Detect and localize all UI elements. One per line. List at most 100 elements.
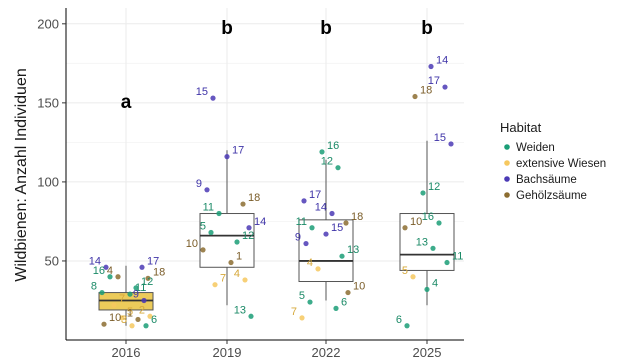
data-point: 18 [145, 266, 165, 281]
point-marker [428, 63, 434, 70]
data-point: 13 [339, 244, 359, 259]
group-letter-2022: b [320, 18, 332, 39]
y-tick-label: 50 [45, 253, 59, 268]
point-marker [133, 285, 139, 291]
data-point: 17 [139, 255, 159, 270]
point-marker [240, 201, 246, 207]
point-marker [101, 321, 107, 327]
box-iqr [298, 219, 354, 283]
point-marker [204, 187, 210, 193]
point-label: 12 [321, 156, 333, 168]
box-2022 [298, 159, 354, 301]
point-marker [303, 240, 309, 247]
point-label: 12 [141, 276, 153, 288]
data-point: 9 [295, 232, 309, 247]
legend-swatch [504, 160, 510, 166]
point-marker [444, 259, 450, 266]
legend-label: Bachsäume [516, 174, 577, 186]
point-label: 10 [186, 238, 198, 250]
point-label: 5 [299, 290, 305, 302]
legend-swatch [504, 176, 510, 182]
boxes [98, 140, 455, 326]
point-label: 15 [196, 86, 208, 98]
point-marker [127, 291, 133, 297]
point-label: 5 [127, 306, 133, 318]
data-point: 18 [240, 192, 260, 207]
data-point: 9 [133, 288, 147, 304]
point-marker [301, 198, 307, 204]
point-label: 15 [331, 222, 343, 234]
data-point: 10 [186, 238, 206, 253]
point-label: 13 [234, 304, 246, 316]
data-point: 11 [203, 202, 222, 217]
legend-title: Habitat [500, 120, 542, 135]
point-label: 3 [121, 314, 127, 326]
point-marker [145, 275, 151, 281]
data-point: 5 [299, 290, 313, 305]
point-label: 16 [93, 265, 105, 277]
data-point: 6 [333, 296, 347, 311]
y-axis-label: Wildbienen: Anzahl Individuen [13, 68, 30, 281]
point-marker [424, 286, 430, 293]
point-marker [329, 210, 335, 217]
point-label: 4 [107, 265, 113, 277]
data-point: 14 [315, 202, 335, 217]
legend-label: extensive Wiesen [516, 158, 606, 170]
data-point: 14 [89, 255, 109, 270]
point-marker [343, 220, 349, 226]
data-point: 12 [321, 156, 341, 171]
data-point: 12 [420, 181, 440, 196]
point-label: 10 [109, 312, 121, 324]
point-label: 18 [248, 192, 260, 204]
point-marker [442, 84, 448, 90]
data-point: 16 [93, 265, 113, 280]
data-point: 4 [307, 257, 321, 272]
group-letter-2019: b [221, 18, 233, 39]
data-point: 4 [234, 268, 248, 283]
point-marker [430, 245, 436, 251]
data-point: 10 [101, 312, 121, 327]
data-point: 9 [196, 178, 210, 193]
group-letter-2016: a [121, 92, 132, 113]
point-label: 14 [315, 202, 327, 214]
point-label: 12 [428, 181, 440, 193]
legend-item: extensive Wiesen [504, 158, 606, 170]
point-marker [307, 299, 313, 305]
data-point: 7 [111, 293, 125, 308]
point-label: 12 [242, 230, 254, 242]
group-letter-2025: b [421, 18, 433, 39]
point-marker [210, 95, 216, 101]
data-point: 14 [246, 216, 266, 231]
point-marker [404, 323, 410, 329]
point-marker [115, 274, 121, 280]
point-marker [410, 274, 416, 280]
point-label: 17 [428, 75, 440, 87]
point-marker [212, 282, 218, 288]
point-label: 4 [234, 268, 240, 280]
point-label: 2 [139, 304, 145, 316]
point-marker [323, 231, 329, 237]
point-marker [315, 266, 321, 272]
x-tick-label: 2019 [213, 345, 242, 357]
data-point: 12 [133, 276, 153, 291]
point-label: 11 [452, 251, 463, 263]
data-point: 15 [323, 222, 343, 237]
data-point: 16 [422, 211, 442, 226]
point-label: 14 [89, 255, 101, 267]
point-label: 1 [236, 251, 242, 263]
data-point: 17 [428, 75, 448, 90]
box-iqr [199, 213, 255, 268]
data-point: 1 [228, 251, 242, 266]
point-marker [299, 315, 305, 321]
point-label: 5 [402, 265, 408, 277]
point-label: 16 [422, 211, 434, 223]
data-point: 16 [319, 140, 339, 155]
x-tick-label: 2016 [112, 345, 141, 357]
point-marker [335, 165, 341, 171]
data-point: 3 [121, 314, 135, 329]
point-label: 14 [254, 216, 266, 228]
point-label: 4 [307, 257, 313, 269]
data-point: 2 [139, 304, 153, 319]
data-point: 13 [416, 236, 436, 251]
legend: Habitat Weiden extensive Wiesen Bachsäume Ge… [500, 120, 606, 202]
